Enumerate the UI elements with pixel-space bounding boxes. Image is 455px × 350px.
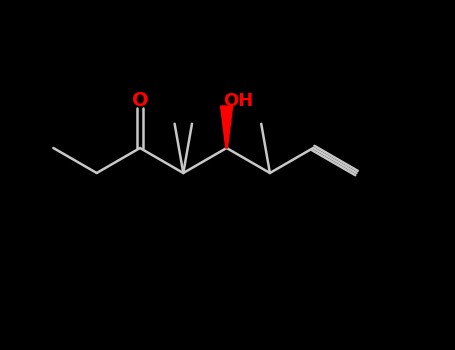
Text: OH: OH xyxy=(223,92,254,110)
Polygon shape xyxy=(221,106,233,148)
Text: O: O xyxy=(131,91,148,111)
